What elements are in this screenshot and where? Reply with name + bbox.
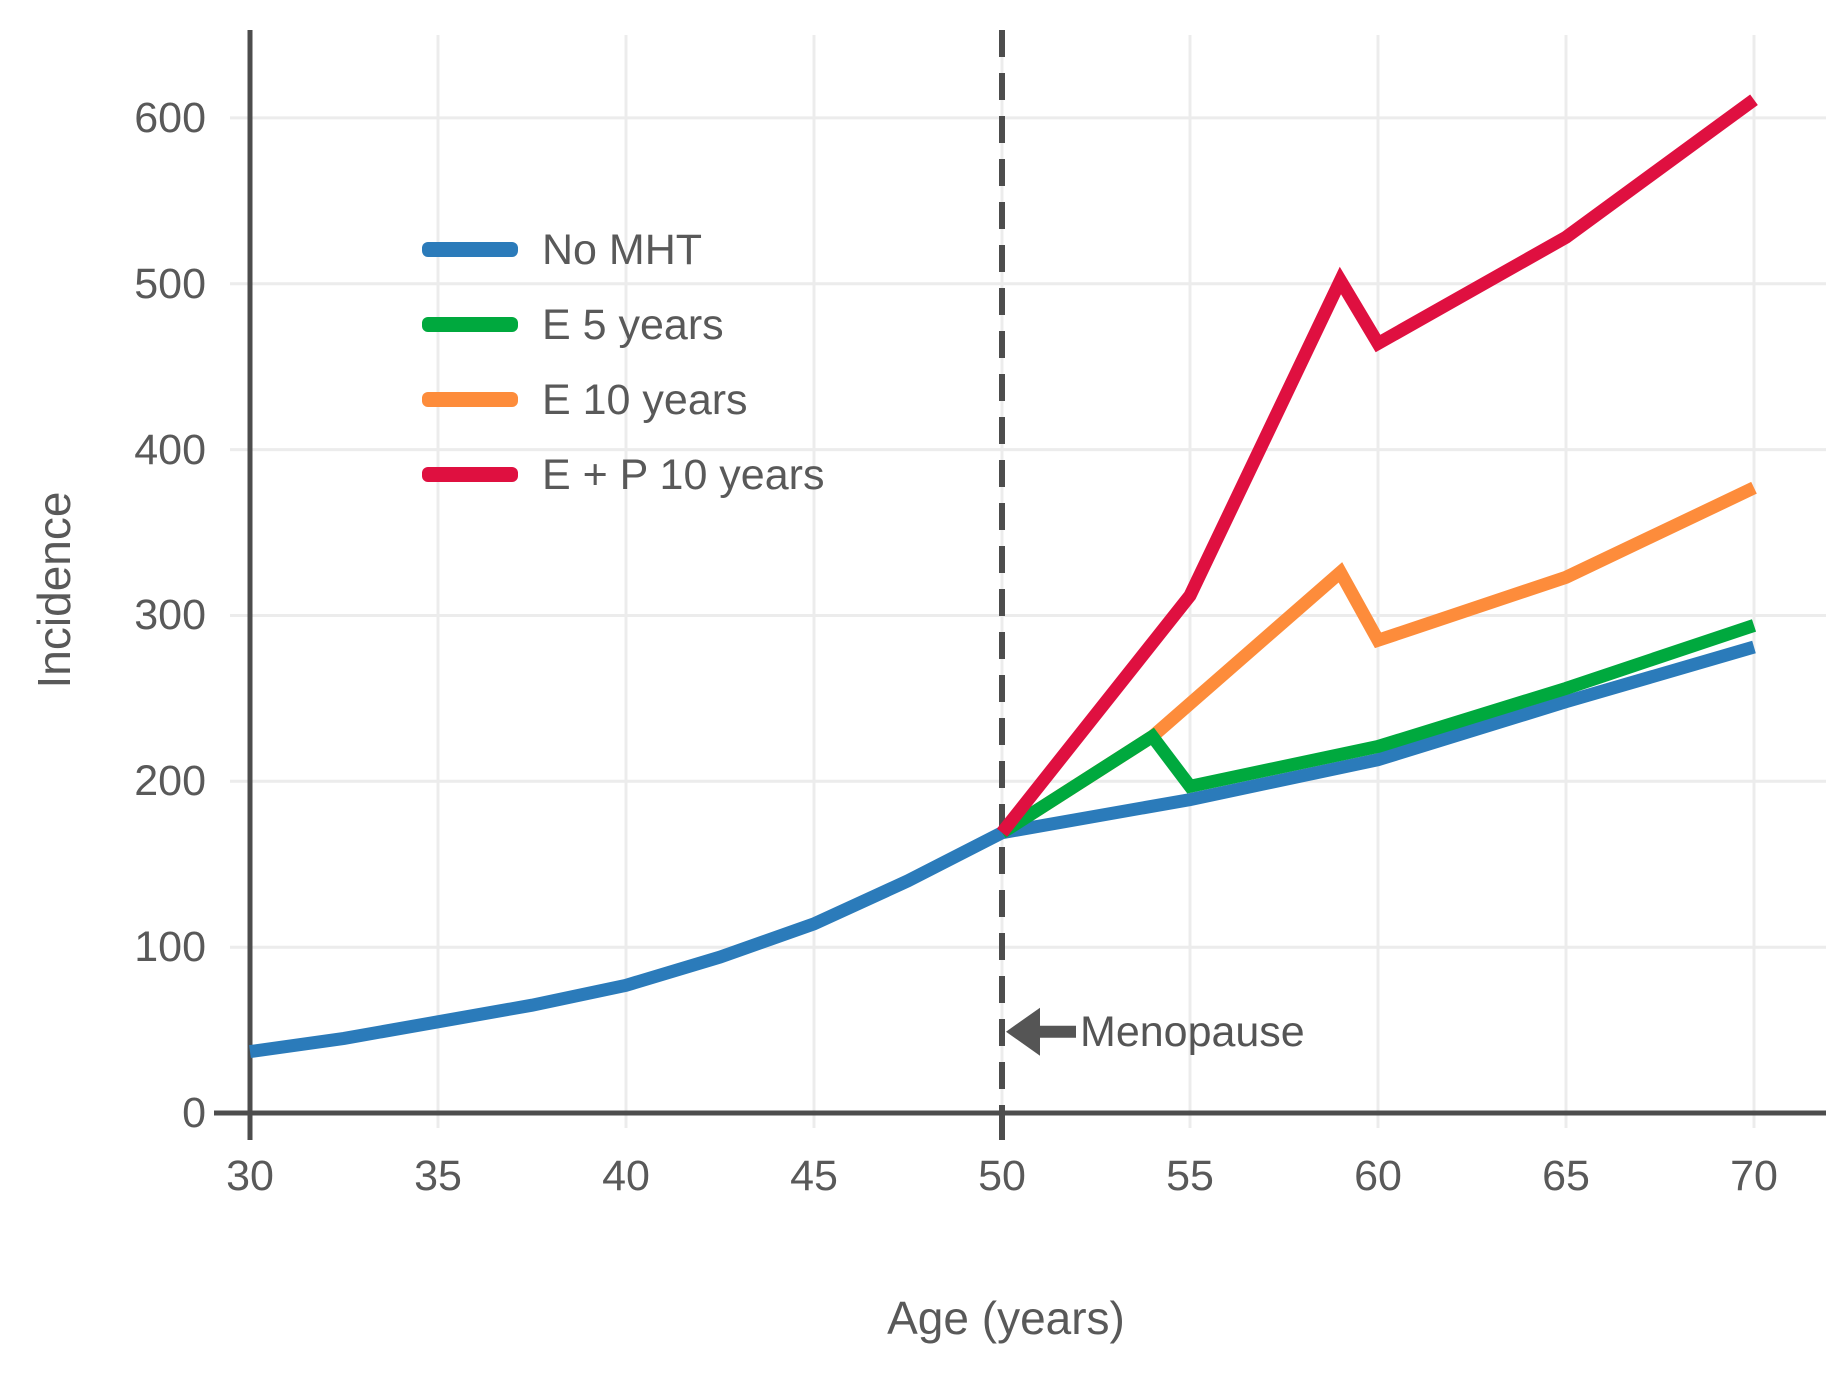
legend-label: E + P 10 years: [542, 450, 825, 499]
x-tick-label: 45: [790, 1152, 838, 1200]
legend-label: No MHT: [542, 225, 703, 274]
legend-item: E + P 10 years: [422, 437, 824, 512]
x-tick-label: 60: [1354, 1152, 1402, 1200]
y-tick-label: 500: [134, 259, 206, 308]
y-tick-label: 400: [134, 425, 206, 474]
legend-item: E 5 years: [422, 287, 824, 362]
legend-item: E 10 years: [422, 362, 824, 437]
series-line-e-5-years: [998, 619, 1757, 839]
menopause-label: Menopause: [1080, 1007, 1305, 1056]
x-axis-title: Age (years): [887, 1292, 1125, 1344]
menopause-arrow-icon: [1006, 1007, 1076, 1056]
y-tick-label: 100: [134, 923, 206, 972]
legend-swatch: [422, 242, 518, 257]
legend-swatch: [422, 467, 518, 482]
series-line-no-mht: [249, 640, 1756, 1059]
x-tick-label: 40: [602, 1152, 650, 1200]
legend: No MHT E 5 years E 10 years E + P 10 years: [422, 212, 824, 512]
y-tick-label: 600: [134, 93, 206, 142]
x-tick-label: 55: [1166, 1152, 1214, 1200]
y-tick-label: 300: [134, 591, 206, 640]
x-tick-label: 35: [414, 1152, 462, 1200]
x-tick-label: 65: [1542, 1152, 1590, 1200]
x-tick-label: 70: [1730, 1152, 1778, 1200]
legend-item: No MHT: [422, 212, 824, 287]
x-tick-label: 30: [226, 1152, 274, 1200]
series-line-e-p-10-years: [996, 94, 1758, 837]
legend-swatch: [422, 317, 518, 332]
y-tick-label: 0: [182, 1089, 206, 1137]
x-tick-label: 50: [978, 1152, 1026, 1200]
legend-swatch: [422, 392, 518, 407]
legend-label: E 5 years: [542, 300, 724, 349]
legend-label: E 10 years: [542, 375, 748, 424]
y-tick-label: 200: [134, 757, 206, 806]
y-axis-title: Incidence: [28, 491, 80, 689]
